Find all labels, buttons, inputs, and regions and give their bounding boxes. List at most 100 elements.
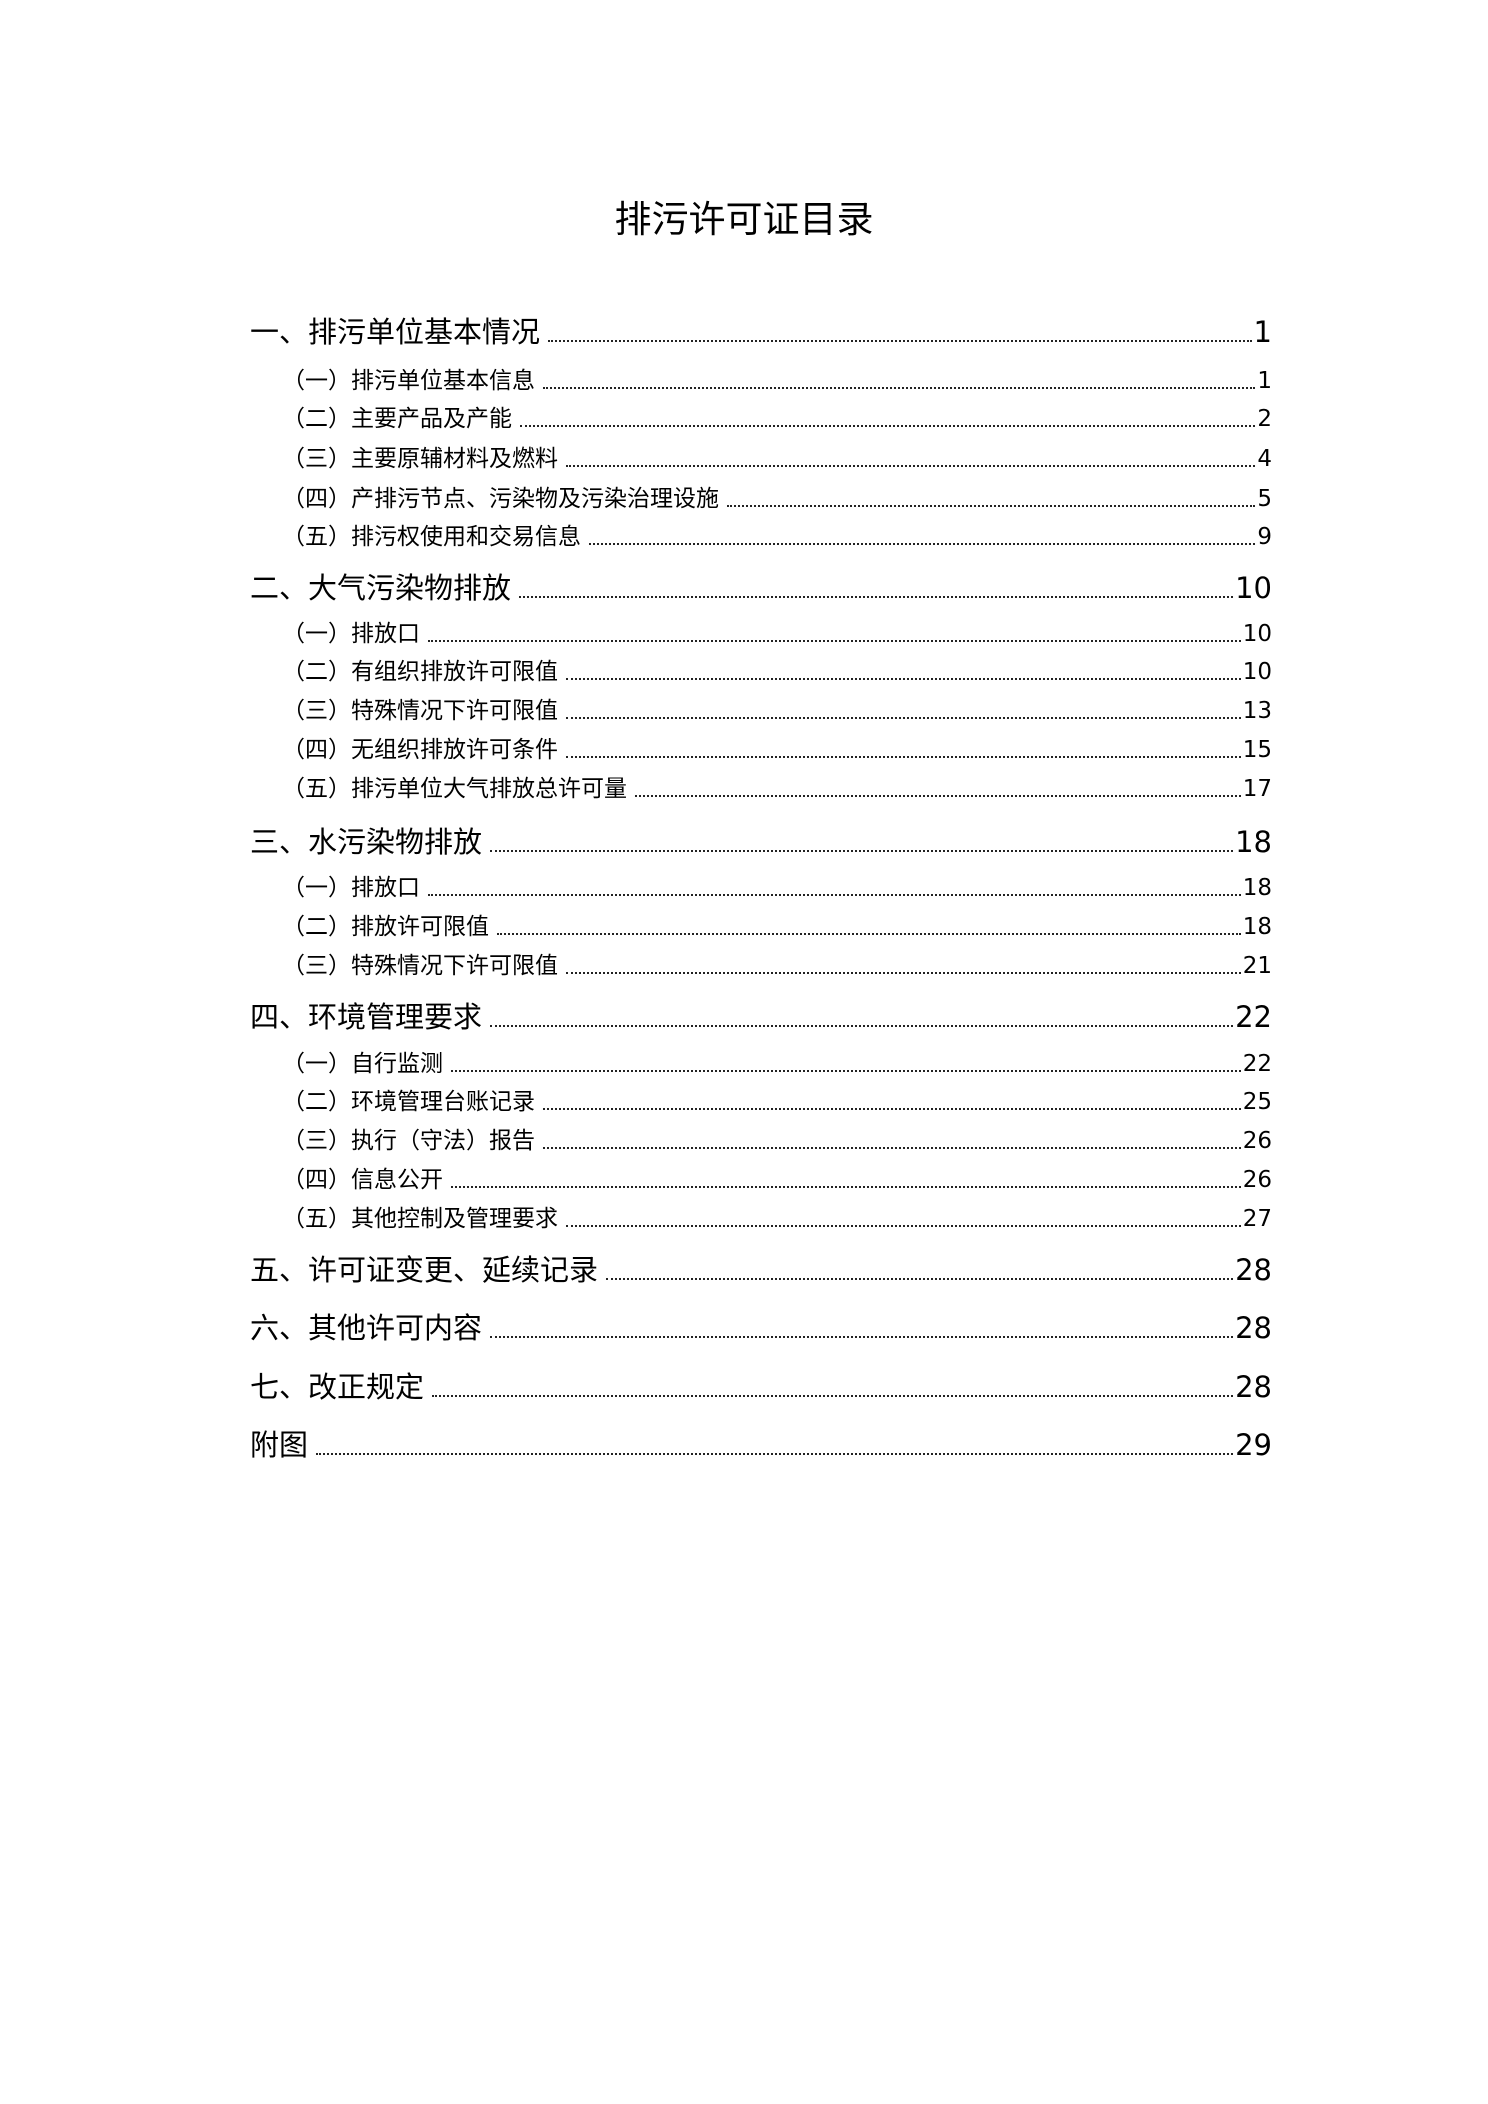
dot-leader [451,1070,1241,1072]
toc-entry[interactable]: 附图 29 [250,1420,1272,1460]
toc-entry-page: 22 [1235,1000,1272,1034]
toc-entry[interactable]: （一）自行监测 22 [282,1044,1272,1076]
toc-entry-label: 附图 [250,1428,309,1462]
toc-entry-label: （三）执行（守法）报告 [282,1128,535,1154]
toc-entry-page: 25 [1242,1089,1272,1115]
toc-entry-page: 29 [1235,1428,1272,1462]
toc-entry-label: （一）排放口 [282,621,420,647]
toc-entry-label: 一、排污单位基本情况 [250,315,541,349]
toc-entry-page: 21 [1242,953,1272,979]
toc-entry[interactable]: 三、水污染物排放 18 [250,817,1272,857]
dot-leader [566,756,1241,758]
toc-entry[interactable]: （一）排污单位基本信息 1 [282,361,1272,393]
page-title: 排污许可证目录 [614,198,874,241]
toc-entry-page: 28 [1235,1253,1272,1287]
toc-entry-label: （五）排污权使用和交易信息 [282,524,581,550]
toc-entry[interactable]: （二）主要产品及产能 2 [282,399,1272,431]
toc-entry[interactable]: 二、大气污染物排放 10 [250,563,1272,603]
dot-leader [316,1453,1234,1455]
toc-entry-page: 2 [1257,406,1272,432]
dot-leader [566,1225,1241,1227]
toc-entry[interactable]: （四）无组织排放许可条件 15 [282,730,1272,762]
toc-entry-label: （二）环境管理台账记录 [282,1089,535,1115]
dot-leader [490,1025,1234,1027]
toc-entry-page: 18 [1235,825,1272,859]
toc-entry[interactable]: 五、许可证变更、延续记录 28 [250,1245,1272,1285]
toc-entry[interactable]: （三）特殊情况下许可限值 13 [282,691,1272,723]
dot-leader [451,1186,1241,1188]
toc-entry-label: （二）有组织排放许可限值 [282,659,558,685]
toc-entry-label: 五、许可证变更、延续记录 [250,1253,599,1287]
toc-entry[interactable]: （一）排放口 10 [282,614,1272,646]
dot-leader [566,465,1256,467]
toc-entry[interactable]: 七、改正规定 28 [250,1362,1272,1402]
toc-entry-label: （一）排放口 [282,875,420,901]
toc-entry-label: （三）特殊情况下许可限值 [282,953,558,979]
toc-entry-page: 4 [1257,446,1272,472]
toc-entry-label: 三、水污染物排放 [250,825,483,859]
toc-entry-page: 18 [1242,875,1272,901]
toc-entry-page: 28 [1235,1311,1272,1345]
toc-entry-label: （五）排污单位大气排放总许可量 [282,776,627,802]
toc-entry-label: （三）特殊情况下许可限值 [282,698,558,724]
dot-leader [548,340,1252,342]
toc-entry-page: 22 [1242,1051,1272,1077]
toc-entry-page: 18 [1242,914,1272,940]
toc-entry-label: （五）其他控制及管理要求 [282,1206,558,1232]
dot-leader [497,933,1241,935]
toc-entry[interactable]: （四）信息公开 26 [282,1160,1272,1192]
dot-leader [428,894,1241,896]
toc-entry-label: 二、大气污染物排放 [250,571,512,605]
toc-entry[interactable]: （二）环境管理台账记录 25 [282,1082,1272,1114]
toc-entry-label: 六、其他许可内容 [250,1311,483,1345]
toc-entry[interactable]: （五）其他控制及管理要求 27 [282,1199,1272,1231]
toc-entry-page: 17 [1242,776,1272,802]
dot-leader [519,596,1234,598]
toc-entry-label: 四、环境管理要求 [250,1000,483,1034]
toc-entry-page: 10 [1235,571,1272,605]
dot-leader [566,678,1241,680]
toc-entry[interactable]: （五）排污单位大气排放总许可量 17 [282,769,1272,801]
toc-entry-label: 七、改正规定 [250,1370,425,1404]
toc-entry-page: 10 [1242,659,1272,685]
toc-entry-page: 26 [1242,1167,1272,1193]
toc-entry[interactable]: （二）有组织排放许可限值 10 [282,652,1272,684]
dot-leader [543,1108,1241,1110]
toc-entry-label: （三）主要原辅材料及燃料 [282,446,558,472]
toc-entry[interactable]: （三）特殊情况下许可限值 21 [282,946,1272,978]
toc-entry[interactable]: （五）排污权使用和交易信息 9 [282,517,1272,549]
toc-entry[interactable]: （四）产排污节点、污染物及污染治理设施 5 [282,479,1272,511]
toc-entry[interactable]: （三）执行（守法）报告 26 [282,1121,1272,1153]
dot-leader [589,543,1256,545]
dot-leader [490,850,1234,852]
toc-entry-label: （四）产排污节点、污染物及污染治理设施 [282,486,719,512]
toc-entry-page: 1 [1257,368,1272,394]
dot-leader [428,640,1241,642]
toc-entry-page: 13 [1242,698,1272,724]
toc-entry[interactable]: （一）排放口 18 [282,868,1272,900]
toc-entry-label: （二）排放许可限值 [282,914,489,940]
toc-entry[interactable]: （三）主要原辅材料及燃料 4 [282,439,1272,471]
dot-leader [543,387,1256,389]
dot-leader [543,1147,1241,1149]
toc-entry-label: （四）无组织排放许可条件 [282,737,558,763]
dot-leader [490,1336,1234,1338]
toc-entry-page: 28 [1235,1370,1272,1404]
toc-entry[interactable]: 六、其他许可内容 28 [250,1303,1272,1343]
toc-entry-page: 5 [1257,486,1272,512]
dot-leader [727,505,1256,507]
toc-entry-page: 9 [1257,524,1272,550]
dot-leader [520,425,1256,427]
dot-leader [566,972,1241,974]
toc-entry[interactable]: （二）排放许可限值 18 [282,907,1272,939]
dot-leader [566,717,1241,719]
toc-entry[interactable]: 一、排污单位基本情况 1 [250,307,1272,347]
toc-entry-page: 10 [1242,621,1272,647]
toc-entry-page: 1 [1253,315,1272,349]
toc-entry-page: 26 [1242,1128,1272,1154]
toc-entry-label: （四）信息公开 [282,1167,443,1193]
toc-entry-page: 27 [1242,1206,1272,1232]
toc-entry-label: （一）排污单位基本信息 [282,368,535,394]
dot-leader [432,1395,1234,1397]
toc-entry[interactable]: 四、环境管理要求 22 [250,992,1272,1032]
